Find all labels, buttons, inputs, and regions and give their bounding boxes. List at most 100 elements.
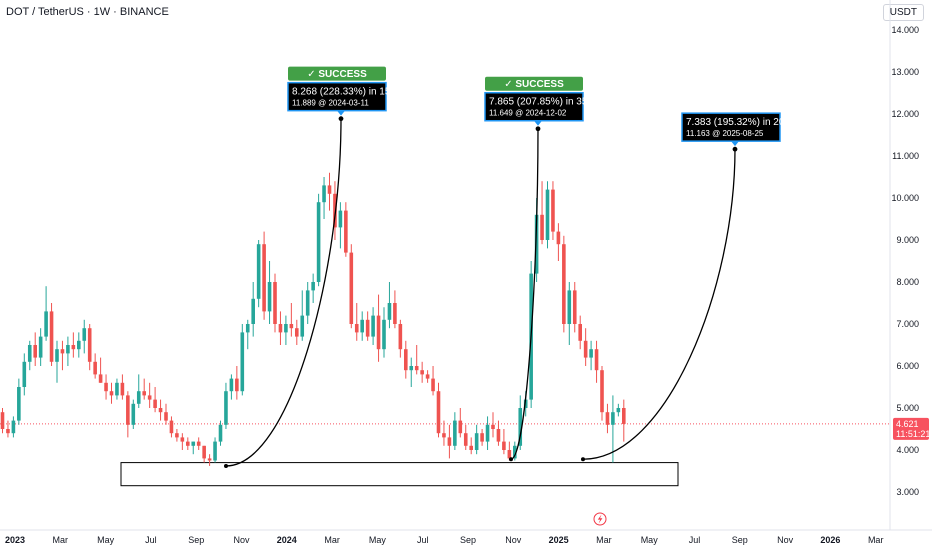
callout-pointer: [731, 141, 739, 147]
candle: [60, 340, 65, 371]
candle: [104, 374, 108, 400]
candle-body: [60, 349, 65, 354]
candle: [22, 353, 27, 396]
candle: [180, 433, 185, 450]
candle: [295, 319, 299, 345]
candle-body: [120, 382, 125, 396]
candle-body: [322, 185, 326, 203]
candle: [349, 244, 354, 329]
candle-body: [33, 345, 37, 358]
projection-arc: [225, 118, 342, 467]
time-tick-label: May: [369, 535, 387, 545]
candle: [158, 399, 163, 421]
candle-body: [507, 450, 512, 459]
success-badge-bg: [288, 66, 386, 81]
callout-pointer: [534, 120, 542, 126]
price-axis[interactable]: 3.000 4.000 5.000 6.000 7.000 8.000 9.000 10.00…: [891, 25, 919, 497]
candle-body: [480, 433, 484, 442]
candle-body: [469, 445, 473, 450]
candle-body: [485, 424, 490, 442]
candle-body: [305, 290, 310, 316]
candle-body: [578, 324, 582, 341]
candle-body: [540, 214, 544, 240]
candle-body: [235, 378, 239, 392]
callout-change-label: 7.383 (195.32%) in 203d: [686, 117, 796, 128]
candle-body: [376, 315, 381, 350]
candle-body: [284, 324, 288, 333]
support-zone-rectangle[interactable]: [120, 462, 679, 487]
candle-body: [382, 319, 386, 350]
time-tick-label: 2025: [549, 535, 569, 545]
candle-body: [153, 399, 157, 408]
candle: [77, 332, 81, 358]
lightning-bolt-icon[interactable]: [593, 512, 607, 526]
candle-body: [55, 349, 59, 362]
candle-body: [207, 458, 212, 461]
candle: [284, 315, 288, 345]
candle-body: [71, 345, 76, 350]
chart-symbol-title: DOT / TetherUS · 1W · BINANCE: [6, 6, 169, 18]
candle: [513, 441, 517, 461]
candle-body: [311, 282, 315, 291]
candle: [463, 424, 468, 450]
time-tick-label: 2026: [820, 535, 840, 545]
candle: [300, 290, 305, 341]
candle: [545, 181, 550, 249]
candle-body: [175, 433, 179, 438]
candle-body: [191, 441, 196, 446]
candle: [469, 437, 473, 455]
candle-body: [398, 324, 403, 350]
candle-body: [365, 319, 370, 337]
projection-end-dot: [338, 116, 344, 122]
candle: [502, 429, 506, 455]
candle: [474, 424, 479, 455]
candle-body: [0, 412, 5, 429]
candle-body: [513, 445, 517, 459]
candle-body: [491, 424, 495, 429]
candle-body: [186, 441, 190, 446]
price-tick-label: 6.000: [896, 361, 919, 371]
candle-body: [262, 244, 266, 312]
currency-button[interactable]: USDT: [882, 4, 924, 21]
candle: [126, 391, 130, 438]
callout-target-label: 11.649 @ 2024-12-02: [489, 109, 567, 118]
candle-body: [300, 315, 305, 337]
time-tick-label: May: [97, 535, 115, 545]
candle-body: [224, 391, 228, 425]
candle: [311, 273, 315, 303]
candle: [371, 307, 375, 345]
callout-change-label: 7.865 (207.85%) in 35d: [489, 97, 593, 108]
candle-body: [338, 210, 343, 228]
time-tick-label: May: [641, 535, 659, 545]
time-axis[interactable]: 2023 Mar May Jul Sep Nov 2024 Mar May Jul Sep Nov 20…: [5, 535, 883, 545]
candle: [453, 412, 457, 450]
callout-box: [681, 112, 781, 142]
price-tick-label: 8.000: [896, 277, 919, 287]
candle: [115, 378, 119, 400]
candle: [136, 374, 141, 408]
price-tick-label: 3.000: [896, 487, 919, 497]
candle: [44, 286, 48, 341]
price-tick-label: 4.000: [896, 445, 919, 455]
candle: [196, 437, 201, 450]
candle: [0, 408, 5, 434]
candle: [589, 340, 593, 371]
candle: [262, 231, 266, 320]
price-tick-label: 5.000: [896, 403, 919, 413]
projection-arc: [510, 128, 539, 460]
candle: [169, 416, 174, 438]
candle: [382, 307, 386, 358]
candle: [583, 328, 588, 366]
candle-body: [202, 445, 206, 459]
time-tick-label: 2024: [277, 535, 297, 545]
success-badge-bg: [485, 76, 583, 91]
candle-body: [251, 298, 255, 324]
candle-body: [131, 403, 136, 425]
candle-body: [589, 349, 593, 358]
candle-body: [458, 420, 463, 434]
candle: [436, 382, 441, 438]
candle-body: [158, 408, 163, 413]
